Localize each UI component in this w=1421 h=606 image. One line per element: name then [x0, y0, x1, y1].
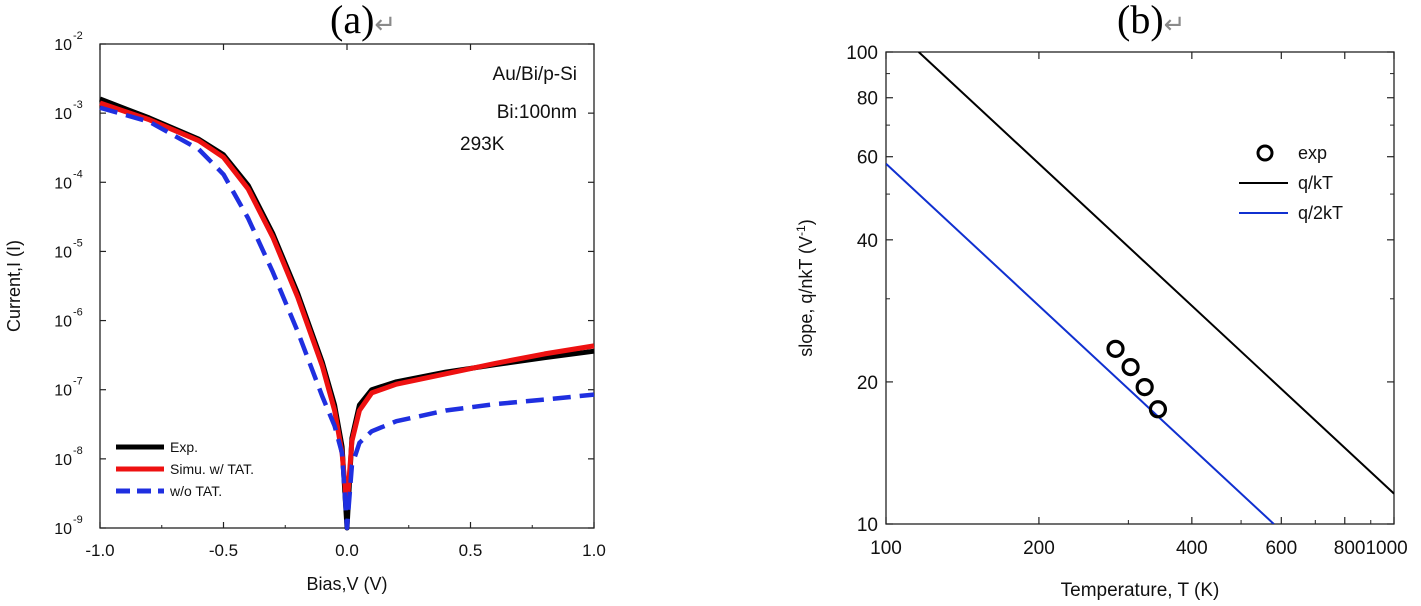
legend-label-a: Exp.: [170, 439, 198, 455]
legend-label-a: w/o TAT.: [169, 483, 222, 499]
panel-b-label: (b)↵: [1117, 0, 1185, 43]
y-tick-mantissa-a: 10: [54, 383, 72, 400]
legend-label-b: q/2kT: [1298, 203, 1343, 223]
x-tick-label-a: 1.0: [582, 541, 606, 560]
y-tick-exponent-a: -3: [73, 99, 83, 111]
y-tick-exponent-a: -6: [73, 307, 83, 319]
y-axis-label-a: Current,I (I): [4, 240, 24, 332]
series-line-b-2: [886, 162, 1275, 524]
y-tick-label-a: 10-2: [54, 30, 83, 54]
y-tick-mantissa-a: 10: [54, 314, 72, 331]
exp-marker-b: [1106, 339, 1125, 358]
x-axis-label-a: Bias,V (V): [306, 574, 387, 594]
annotation-a: Bi:100nm: [497, 102, 577, 123]
legend-swatch-b: [1256, 144, 1274, 162]
panel-a-text: (a): [330, 0, 375, 42]
y-tick-label-b: 100: [846, 43, 878, 64]
return-glyph-a: ↵: [374, 10, 397, 40]
annotation-a: Au/Bi/p-Si: [493, 64, 577, 85]
x-tick-label-a: 0.0: [335, 541, 359, 560]
y-tick-label-a: 10-5: [54, 237, 83, 261]
exp-marker-b: [1135, 378, 1154, 397]
y-tick-exponent-a: -5: [73, 237, 83, 249]
x-tick-label-b: 8001000: [1334, 538, 1408, 559]
y-tick-mantissa-a: 10: [54, 175, 72, 192]
legend-label-b: exp: [1298, 143, 1327, 163]
panel-b-text: (b): [1117, 0, 1164, 42]
y-tick-label-a: 10-6: [54, 307, 83, 331]
x-tick-label-b: 600: [1265, 538, 1297, 559]
y-tick-mantissa-a: 10: [54, 521, 72, 538]
y-tick-exponent-a: -8: [73, 445, 83, 457]
x-tick-label-a: -1.0: [85, 541, 114, 560]
y-tick-exponent-a: -9: [73, 514, 83, 526]
y-axis-label-b: slope, q/nkT (V-1): [794, 219, 816, 356]
x-tick-label-b: 400: [1176, 538, 1208, 559]
return-glyph-b: ↵: [1163, 10, 1186, 40]
y-tick-label-b: 20: [857, 373, 878, 394]
y-tick-label-a: 10-8: [54, 445, 83, 469]
y-tick-exponent-a: -2: [73, 30, 83, 42]
x-tick-label-a: 0.5: [459, 541, 483, 560]
x-axis-label-b: Temperature, T (K): [1061, 580, 1220, 601]
annotation-a: 293K: [460, 134, 505, 155]
y-tick-exponent-a: -7: [73, 376, 83, 388]
y-tick-label-a: 10-9: [54, 514, 83, 538]
x-tick-label-b: 100: [870, 538, 902, 559]
panel-a-label: (a)↵: [330, 0, 396, 43]
y-tick-mantissa-a: 10: [54, 452, 72, 469]
exp-marker-b: [1148, 400, 1168, 419]
y-tick-label-a: 10-3: [54, 99, 83, 123]
plot-frame-b: [885, 51, 1395, 525]
y-tick-label-b: 60: [857, 148, 878, 169]
y-tick-label-a: 10-4: [54, 168, 83, 192]
legend-label-b: q/kT: [1298, 173, 1333, 193]
y-tick-label-b: 80: [857, 89, 878, 110]
series-line-b-1: [918, 52, 1394, 495]
y-tick-label-a: 10-7: [54, 376, 83, 400]
y-tick-label-b: 10: [857, 515, 878, 536]
exp-marker-b: [1121, 357, 1140, 377]
y-tick-mantissa-a: 10: [54, 106, 72, 123]
series-line-a-2: [99, 105, 595, 531]
y-tick-exponent-a: -4: [73, 168, 83, 180]
y-tick-mantissa-a: 10: [54, 244, 72, 261]
y-tick-mantissa-a: 10: [54, 37, 72, 54]
series-group-b: [886, 52, 1394, 524]
x-tick-label-b: 200: [1023, 538, 1055, 559]
legend-label-a: Simu. w/ TAT.: [170, 461, 254, 477]
x-tick-label-a: -0.5: [209, 541, 238, 560]
y-tick-label-b: 40: [857, 231, 878, 252]
